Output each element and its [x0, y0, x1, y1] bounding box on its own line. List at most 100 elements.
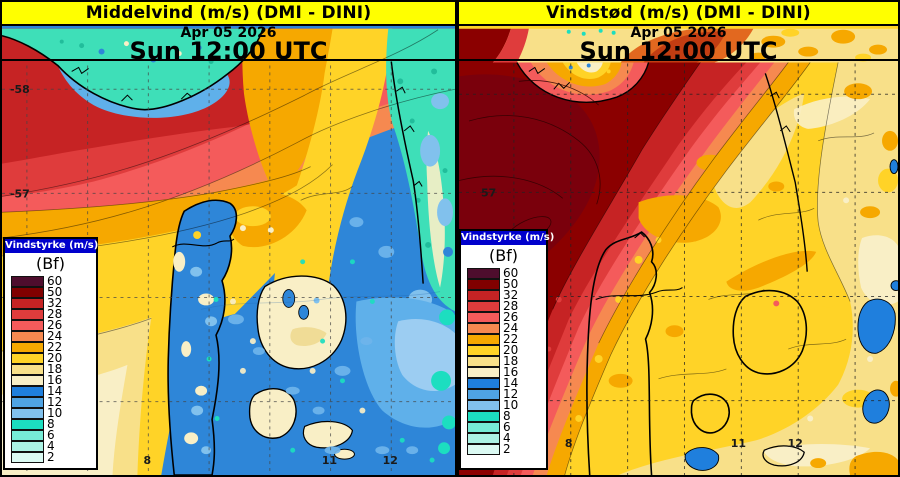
right-title-bar: Vindstød (m/s) (DMI - DINI) — [459, 2, 898, 26]
legend-swatch — [11, 308, 44, 320]
left-title-bar: Middelvind (m/s) (DMI - DINI) — [2, 2, 455, 26]
legend-row: 4 — [467, 432, 546, 444]
legend-row: 32 — [467, 288, 546, 302]
legend-row: 22 — [11, 341, 96, 353]
denmark-coastline — [586, 73, 808, 475]
legend-row: 28 — [467, 299, 546, 313]
legend-swatch — [467, 311, 500, 323]
legend-row: 16 — [11, 374, 96, 386]
lon-label-8: 8 — [144, 454, 152, 467]
legend-swatch — [467, 366, 500, 378]
legend-value: 14 — [503, 376, 519, 390]
lon-label-12: 12 — [383, 454, 398, 467]
legend-value: 2 — [503, 442, 511, 456]
legend-swatch — [467, 278, 500, 290]
legend-value: 22 — [503, 332, 519, 346]
legend-swatch — [11, 407, 44, 419]
legend-swatch — [467, 289, 500, 301]
lon-label-11: 11 — [731, 437, 746, 450]
legend-scale: 60 50 32 28 26 24 22 20 18 16 14 12 10 8 6 4 2 — [5, 274, 96, 464]
legend-row: 22 — [467, 332, 546, 346]
lat-label-58: -58 — [10, 83, 30, 96]
norway-coast-rings — [516, 62, 650, 103]
legend-swatch — [467, 443, 500, 455]
legend-row: 14 — [467, 376, 546, 390]
legend-value: 26 — [503, 310, 519, 324]
panel-mean-wind: -58 -57 8 11 12 Middelvind (m/s) (DMI - … — [0, 0, 457, 477]
legend-swatch — [11, 319, 44, 331]
legend-row: 24 — [467, 321, 546, 335]
legend-value: 8 — [503, 409, 511, 423]
left-title: Middelvind (m/s) (DMI - DINI) — [85, 3, 372, 23]
lat-label-57: -57 — [10, 187, 30, 200]
legend-row: 2 — [11, 450, 96, 464]
legend-row: 18 — [467, 354, 546, 368]
legend-row: 60 — [11, 274, 96, 288]
legend-swatch — [11, 440, 44, 452]
legend-swatch — [467, 388, 500, 400]
sweden-region — [386, 28, 455, 312]
subtitle-strip — [459, 28, 898, 63]
legend-unit: (Bf) — [35, 254, 66, 273]
legend-row: 18 — [11, 362, 96, 376]
legend-row: 16 — [467, 365, 546, 379]
legend-value: 6 — [503, 420, 511, 434]
legend-value: 8 — [47, 417, 55, 431]
legend-value: 28 — [503, 299, 519, 313]
legend-row: 4 — [11, 439, 96, 453]
legend-row: 50 — [467, 278, 546, 290]
legend-value: 18 — [503, 354, 519, 368]
legend-header: Vindstyrke (m/s) — [5, 239, 99, 253]
legend-value: 14 — [47, 384, 63, 398]
legend-row: 10 — [11, 407, 96, 419]
legend-swatch — [11, 275, 44, 287]
legend-value: 2 — [47, 450, 55, 464]
legend-swatch — [11, 374, 44, 386]
wind-legend-right: Vindstyrke (m/s) (Bf) 60 50 32 28 26 24 22 20 18… — [459, 229, 555, 470]
legend-value: 18 — [47, 362, 63, 376]
legend-value: 16 — [503, 365, 519, 379]
legend-row: 10 — [467, 399, 546, 411]
legend-swatch — [11, 330, 44, 342]
legend-swatch — [467, 421, 500, 433]
legend-row: 6 — [11, 429, 96, 441]
legend-swatch — [467, 410, 500, 422]
legend-row: 14 — [11, 384, 96, 398]
legend-swatch — [11, 396, 44, 408]
legend-swatch — [467, 322, 500, 334]
legend-swatch — [467, 432, 500, 444]
legend-swatch — [467, 300, 500, 312]
legend-value: 50 — [47, 285, 63, 299]
legend-header: Vindstyrke (m/s) — [461, 231, 555, 245]
gust-graticule-labels: 57 8 11 12 — [481, 186, 803, 450]
wind-legend-left: Vindstyrke (m/s) (Bf) 60 50 32 28 26 24 22 20 18… — [3, 237, 98, 470]
panel-wind-gust: 57 8 11 12 Vindstød (m/s) (DMI - DINI) A… — [457, 0, 900, 477]
legend-row: 8 — [11, 417, 96, 431]
legend-value: 4 — [47, 439, 55, 453]
legend-value: 26 — [47, 318, 63, 332]
legend-value: 60 — [503, 266, 519, 280]
legend-row: 26 — [11, 318, 96, 332]
zealand-region — [256, 275, 347, 370]
legend-row: 26 — [467, 310, 546, 324]
legend-swatch — [11, 286, 44, 298]
lon-label-8: 8 — [565, 437, 573, 450]
legend-value: 32 — [503, 288, 519, 302]
legend-value: 20 — [503, 343, 519, 357]
skagen-wind-patch — [226, 191, 307, 248]
legend-row: 60 — [467, 266, 546, 280]
legend-value: 60 — [47, 274, 63, 288]
legend-swatch — [11, 341, 44, 353]
legend-swatch — [467, 399, 500, 411]
legend-swatch — [11, 451, 44, 463]
legend-scale: 60 50 32 28 26 24 22 20 18 16 14 12 10 8 6 4 2 — [461, 266, 546, 456]
legend-swatch — [11, 418, 44, 430]
legend-value: 24 — [503, 321, 519, 335]
jutland-region — [167, 199, 238, 475]
legend-value: 12 — [47, 395, 63, 409]
legend-row: 2 — [467, 442, 546, 456]
legend-value: 24 — [47, 329, 63, 343]
baltic-patches — [355, 297, 455, 455]
legend-row: 12 — [467, 388, 546, 400]
legend-row: 20 — [467, 343, 546, 357]
